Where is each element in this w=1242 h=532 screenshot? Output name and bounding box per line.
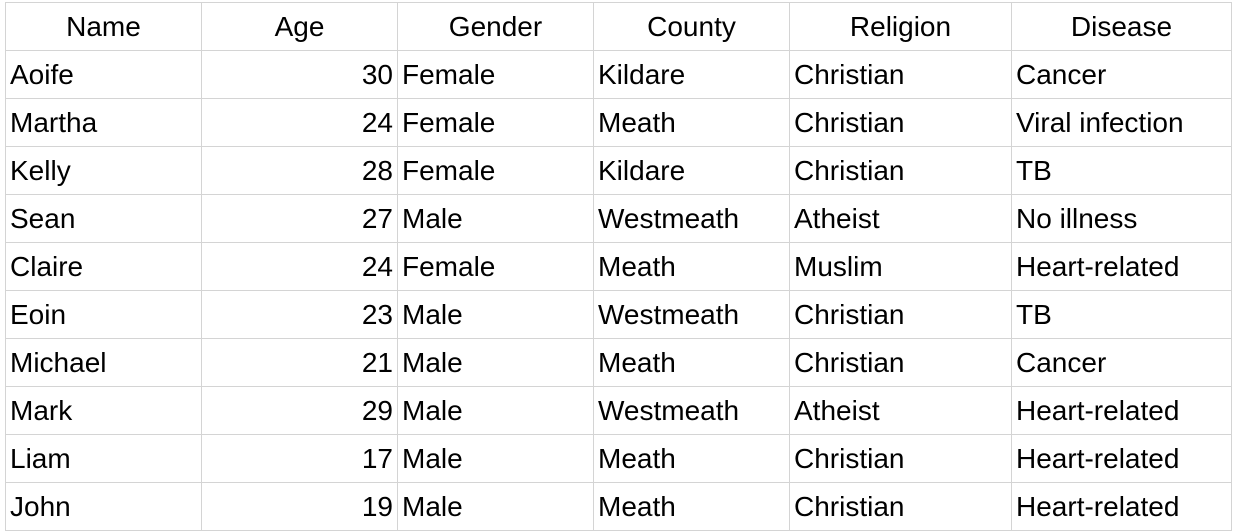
cell-gender[interactable]: Male [397, 338, 594, 387]
header-cell-religion[interactable]: Religion [789, 2, 1012, 51]
header-cell-county[interactable]: County [593, 2, 790, 51]
header-row: Name Age Gender County Religion Disease [5, 2, 1232, 51]
table-row: John 19 Male Meath Christian Heart-related [5, 482, 1232, 531]
cell-disease[interactable]: Heart-related [1011, 482, 1232, 531]
table-row: Claire 24 Female Meath Muslim Heart-related [5, 242, 1232, 291]
cell-age[interactable]: 17 [201, 434, 398, 483]
cell-county[interactable]: Kildare [593, 146, 790, 195]
cell-name[interactable]: Sean [5, 194, 202, 243]
table-row: Martha 24 Female Meath Christian Viral infect… [5, 98, 1232, 147]
cell-disease[interactable]: Heart-related [1011, 386, 1232, 435]
cell-age[interactable]: 29 [201, 386, 398, 435]
cell-disease[interactable]: TB [1011, 146, 1232, 195]
table-row: Liam 17 Male Meath Christian Heart-related [5, 434, 1232, 483]
cell-age[interactable]: 28 [201, 146, 398, 195]
cell-gender[interactable]: Male [397, 290, 594, 339]
cell-county[interactable]: Meath [593, 338, 790, 387]
cell-age[interactable]: 27 [201, 194, 398, 243]
cell-religion[interactable]: Christian [789, 50, 1012, 99]
cell-gender[interactable]: Male [397, 434, 594, 483]
cell-gender[interactable]: Female [397, 242, 594, 291]
cell-disease[interactable]: TB [1011, 290, 1232, 339]
cell-county[interactable]: Meath [593, 98, 790, 147]
cell-age[interactable]: 24 [201, 242, 398, 291]
cell-name[interactable]: Aoife [5, 50, 202, 99]
cell-religion[interactable]: Muslim [789, 242, 1012, 291]
cell-county[interactable]: Westmeath [593, 386, 790, 435]
header-cell-name[interactable]: Name [5, 2, 202, 51]
cell-name[interactable]: Liam [5, 434, 202, 483]
cell-county[interactable]: Meath [593, 482, 790, 531]
cell-religion[interactable]: Christian [789, 434, 1012, 483]
cell-disease[interactable]: No illness [1011, 194, 1232, 243]
cell-name[interactable]: John [5, 482, 202, 531]
cell-county[interactable]: Westmeath [593, 194, 790, 243]
cell-name[interactable]: Eoin [5, 290, 202, 339]
table-row: Mark 29 Male Westmeath Atheist Heart-related [5, 386, 1232, 435]
cell-religion[interactable]: Atheist [789, 194, 1012, 243]
cell-gender[interactable]: Male [397, 482, 594, 531]
cell-county[interactable]: Kildare [593, 50, 790, 99]
cell-county[interactable]: Meath [593, 434, 790, 483]
cell-disease[interactable]: Heart-related [1011, 242, 1232, 291]
table-row: Aoife 30 Female Kildare Christian Cancer [5, 50, 1232, 99]
cell-disease[interactable]: Heart-related [1011, 434, 1232, 483]
cell-religion[interactable]: Atheist [789, 386, 1012, 435]
cell-age[interactable]: 24 [201, 98, 398, 147]
table-row: Sean 27 Male Westmeath Atheist No illness [5, 194, 1232, 243]
cell-name[interactable]: Martha [5, 98, 202, 147]
table-row: Michael 21 Male Meath Christian Cancer [5, 338, 1232, 387]
cell-religion[interactable]: Christian [789, 290, 1012, 339]
cell-gender[interactable]: Male [397, 386, 594, 435]
cell-name[interactable]: Mark [5, 386, 202, 435]
cell-age[interactable]: 21 [201, 338, 398, 387]
cell-gender[interactable]: Female [397, 50, 594, 99]
cell-gender[interactable]: Female [397, 98, 594, 147]
cell-name[interactable]: Michael [5, 338, 202, 387]
cell-name[interactable]: Kelly [5, 146, 202, 195]
cell-religion[interactable]: Christian [789, 482, 1012, 531]
cell-county[interactable]: Westmeath [593, 290, 790, 339]
cell-disease[interactable]: Viral infection [1011, 98, 1232, 147]
cell-disease[interactable]: Cancer [1011, 50, 1232, 99]
data-table: Name Age Gender County Religion Disease … [5, 2, 1232, 531]
cell-age[interactable]: 19 [201, 482, 398, 531]
table-row: Kelly 28 Female Kildare Christian TB [5, 146, 1232, 195]
cell-disease[interactable]: Cancer [1011, 338, 1232, 387]
cell-religion[interactable]: Christian [789, 98, 1012, 147]
header-cell-disease[interactable]: Disease [1011, 2, 1232, 51]
cell-age[interactable]: 30 [201, 50, 398, 99]
cell-religion[interactable]: Christian [789, 338, 1012, 387]
cell-county[interactable]: Meath [593, 242, 790, 291]
table-row: Eoin 23 Male Westmeath Christian TB [5, 290, 1232, 339]
header-cell-age[interactable]: Age [201, 2, 398, 51]
cell-age[interactable]: 23 [201, 290, 398, 339]
cell-name[interactable]: Claire [5, 242, 202, 291]
cell-religion[interactable]: Christian [789, 146, 1012, 195]
cell-gender[interactable]: Female [397, 146, 594, 195]
header-cell-gender[interactable]: Gender [397, 2, 594, 51]
cell-gender[interactable]: Male [397, 194, 594, 243]
